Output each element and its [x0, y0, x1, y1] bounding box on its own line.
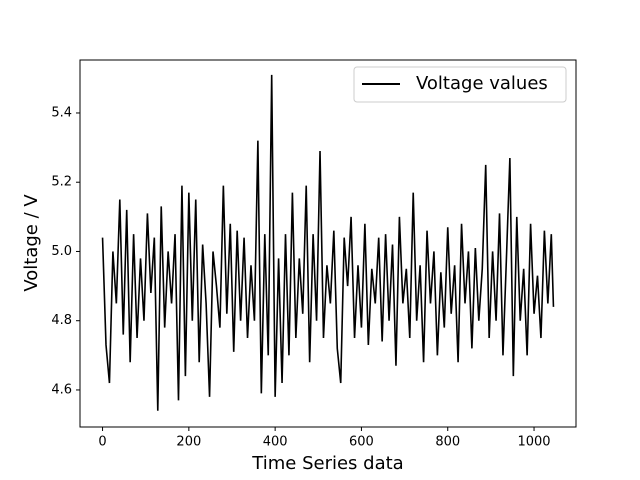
x-axis-label: Time Series data [251, 453, 403, 474]
data-line [101, 74, 555, 411]
x-tick-label: 600 [349, 435, 374, 450]
x-tick-label: 800 [435, 435, 460, 450]
legend-box [353, 66, 567, 103]
x-tick-label: 1000 [517, 435, 550, 450]
y-tick-label: 5.4 [51, 105, 72, 120]
y-axis-label: Voltage / V [21, 194, 42, 292]
x-tick-label: 0 [98, 435, 106, 450]
y-tick-label: 5.0 [51, 244, 72, 259]
y-tick-label: 4.8 [51, 313, 72, 328]
legend-label: Voltage values [416, 73, 548, 94]
x-tick-label: 200 [176, 435, 201, 450]
y-tick-label: 5.2 [51, 175, 72, 190]
plot-frame [79, 59, 577, 428]
x-tick-label: 400 [263, 435, 288, 450]
y-tick-label: 4.6 [51, 382, 72, 397]
